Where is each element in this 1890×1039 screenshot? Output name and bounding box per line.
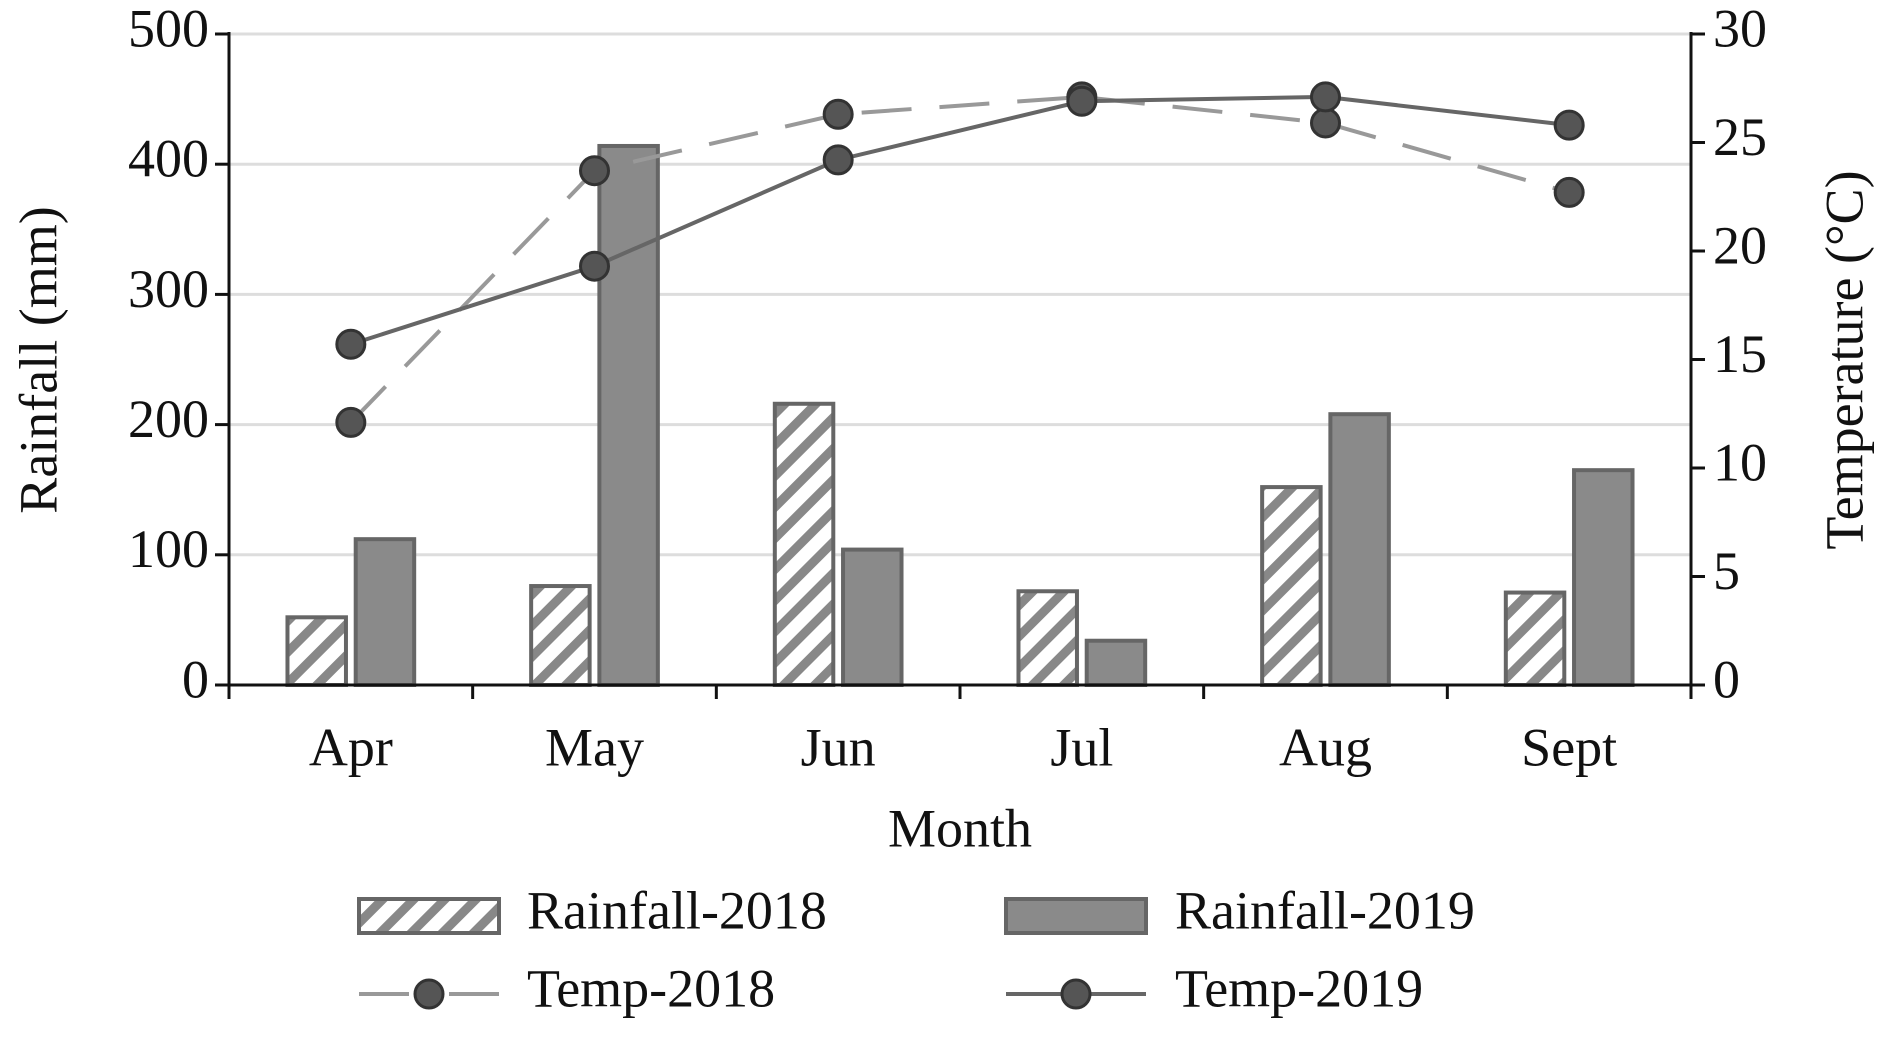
- legend-label: Temp-2018: [527, 958, 775, 1018]
- bar: [597, 143, 660, 688]
- marker: [822, 98, 854, 130]
- x-tick-label: Jun: [801, 717, 876, 777]
- legend-label: Rainfall-2019: [1175, 880, 1475, 940]
- bar: [1260, 485, 1323, 688]
- legend-label: Rainfall-2018: [527, 880, 827, 940]
- bar: [1084, 638, 1148, 687]
- x-tick-label: Jul: [1050, 717, 1113, 777]
- bar: [772, 401, 836, 687]
- line: [350, 94, 1570, 347]
- marker: [1310, 81, 1341, 113]
- legend-label: Temp-2019: [1175, 958, 1423, 1018]
- marker: [1310, 107, 1341, 139]
- y2-tick-label: 10: [1713, 432, 1767, 492]
- bar: [353, 537, 417, 688]
- bar: [841, 547, 904, 687]
- x-tick-label: Aug: [1279, 717, 1372, 777]
- bar: [1328, 412, 1391, 687]
- y-tick-label: 400: [128, 129, 209, 189]
- legend-marker: [1060, 978, 1092, 1010]
- bar: [1503, 590, 1567, 687]
- legend-swatch: [1004, 897, 1148, 935]
- y2-axis-title: Temperature (°C): [1814, 170, 1874, 549]
- x-tick-label: Apr: [309, 717, 393, 777]
- y-tick-label: 500: [128, 0, 209, 58]
- bar: [1016, 589, 1079, 687]
- marker: [1553, 109, 1585, 141]
- legend-swatch: [357, 897, 501, 935]
- x-tick-label: May: [545, 717, 644, 777]
- bar: [1572, 468, 1635, 688]
- y-axis-title: Rainfall (mm): [8, 206, 68, 513]
- y-tick-label: 100: [128, 519, 209, 579]
- marker: [1066, 85, 1098, 117]
- bar: [529, 584, 592, 687]
- x-tick-label: Sept: [1521, 717, 1617, 777]
- legend-marker: [413, 978, 445, 1010]
- line: [349, 94, 1570, 424]
- marker: [579, 250, 610, 282]
- marker: [822, 144, 854, 176]
- marker: [579, 155, 610, 187]
- marker: [335, 406, 367, 438]
- x-axis-title: Month: [888, 798, 1032, 858]
- bar: [285, 615, 348, 688]
- y2-tick-label: 30: [1713, 0, 1767, 58]
- y2-tick-label: 20: [1713, 215, 1767, 275]
- y2-tick-label: 25: [1713, 107, 1767, 167]
- y-tick-label: 300: [128, 259, 209, 319]
- y2-tick-label: 5: [1713, 541, 1740, 601]
- marker: [1553, 176, 1585, 208]
- marker: [335, 328, 367, 360]
- y-tick-label: 0: [182, 649, 209, 709]
- y2-tick-label: 0: [1713, 649, 1740, 709]
- y2-tick-label: 15: [1713, 324, 1767, 384]
- y-tick-label: 200: [128, 389, 209, 449]
